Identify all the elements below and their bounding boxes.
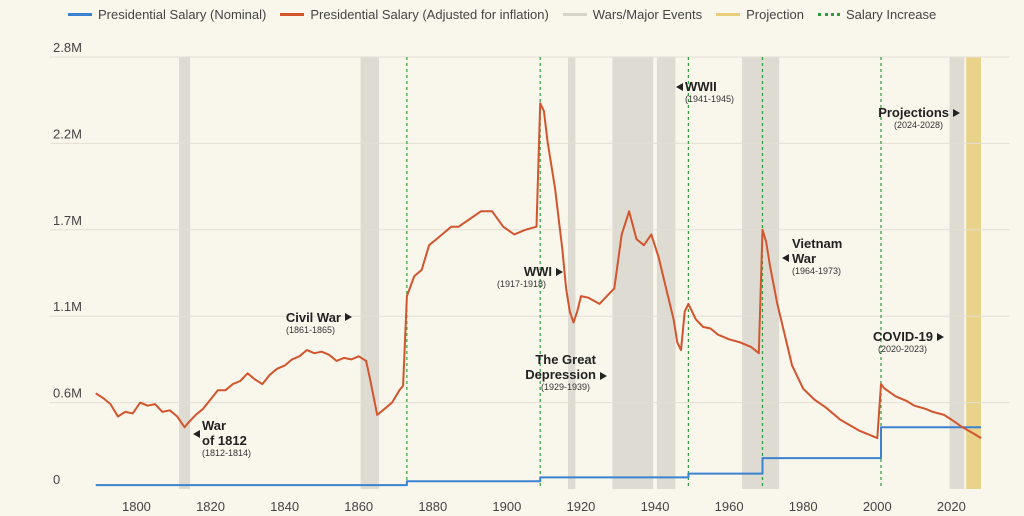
- chart-legend: Presidential Salary (Nominal) Presidentia…: [0, 0, 1024, 28]
- event-name: War: [202, 418, 226, 433]
- event-band: [949, 57, 965, 489]
- event-name: of 1812: [202, 433, 247, 448]
- event-annotation: Civil War(1861-1865): [286, 310, 352, 335]
- pointer-arrow-icon: [600, 372, 607, 380]
- event-band: [567, 57, 576, 489]
- legend-label: Presidential Salary (Nominal): [98, 6, 267, 22]
- x-tick-label: 1940: [641, 499, 670, 514]
- legend-swatch: [817, 12, 840, 16]
- event-name: The Great: [535, 352, 596, 367]
- labels: 0 0.6M 1.1M 1.7M 2.2M 2.8M 1800 1820 1840 1860 188…: [53, 40, 966, 514]
- event-annotation: COVID-19(2020-2023): [873, 329, 944, 354]
- event-name: War: [792, 251, 816, 266]
- event-annotation: WWII(1941-1945): [676, 79, 734, 104]
- event-name: COVID-19: [873, 329, 933, 344]
- x-tick-label: 1800: [122, 499, 151, 514]
- event-band: [656, 57, 676, 489]
- gridlines: [50, 56, 1010, 489]
- x-tick-label: 1860: [344, 499, 373, 514]
- x-tick-label: 1900: [492, 499, 521, 514]
- event-date-range: (1929-1939): [541, 382, 590, 392]
- event-date-range: (1861-1865): [286, 325, 335, 335]
- event-name: Projections: [878, 105, 949, 120]
- x-tick-label: 1880: [418, 499, 447, 514]
- event-band: [179, 57, 191, 489]
- event-date-range: (1917-1918): [497, 279, 546, 289]
- legend-swatch: [68, 12, 92, 16]
- y-tick-label: 1.7M: [53, 213, 82, 228]
- y-tick-label: 1.1M: [53, 299, 82, 314]
- x-tick-label: 1920: [566, 499, 595, 514]
- x-tick-label: 1820: [196, 499, 225, 514]
- legend-item: Salary Increase: [817, 6, 937, 22]
- pointer-arrow-icon: [953, 109, 960, 117]
- pointer-arrow-icon: [937, 333, 944, 341]
- x-tick-label: 2020: [937, 499, 966, 514]
- legend-swatch: [716, 12, 741, 16]
- pointer-arrow-icon: [782, 254, 789, 262]
- event-name: Vietnam: [792, 236, 842, 251]
- pointer-arrow-icon: [556, 268, 563, 276]
- event-band: [360, 57, 380, 489]
- pointer-arrow-icon: [193, 430, 200, 438]
- legend-item: Projection: [716, 7, 804, 22]
- series-line-adjusted: [95, 102, 982, 440]
- event-band: [612, 57, 654, 489]
- event-name: WWII: [685, 79, 717, 94]
- event-date-range: (2020-2023): [878, 344, 927, 354]
- legend-item: Wars/Major Events: [562, 6, 703, 22]
- event-date-range: (1812-1814): [202, 448, 251, 458]
- event-name: WWI: [524, 264, 552, 279]
- y-tick-label: 2.8M: [53, 40, 82, 55]
- event-date-range: (1941-1945): [685, 94, 734, 104]
- legend-swatch: [280, 12, 305, 16]
- projection-band: [966, 57, 981, 489]
- series-lines: [95, 102, 982, 487]
- x-tick-label: 1840: [270, 499, 299, 514]
- legend-label: Wars/Major Events: [592, 6, 703, 22]
- pointer-arrow-icon: [345, 313, 352, 321]
- event-date-range: (2024-2028): [894, 120, 943, 130]
- legend-label: Projection: [746, 6, 804, 22]
- event-bands: [179, 57, 981, 489]
- legend-label: Salary Increase: [845, 6, 937, 22]
- series-line-nominal: [95, 426, 981, 487]
- x-tick-label: 2000: [863, 499, 892, 514]
- x-tick-label: 1960: [715, 499, 744, 514]
- y-tick-label: 2.2M: [53, 126, 82, 141]
- pointer-arrow-icon: [676, 83, 683, 91]
- event-annotation: WWI(1917-1918): [497, 264, 563, 289]
- event-annotation: Projections(2024-2028): [878, 105, 960, 130]
- event-name: Depression: [525, 367, 596, 382]
- x-tick-label: 1980: [789, 499, 818, 514]
- event-date-range: (1964-1973): [792, 266, 841, 276]
- event-name: Civil War: [286, 310, 341, 325]
- legend-label: Presidential Salary (Adjusted for inflat…: [310, 6, 549, 22]
- legend-item: Presidential Salary (Nominal): [68, 7, 266, 22]
- legend-item: Presidential Salary (Adjusted for inflat…: [280, 6, 549, 22]
- y-tick-label: 0: [53, 472, 60, 487]
- y-tick-label: 0.6M: [53, 386, 82, 401]
- legend-swatch: [562, 12, 587, 16]
